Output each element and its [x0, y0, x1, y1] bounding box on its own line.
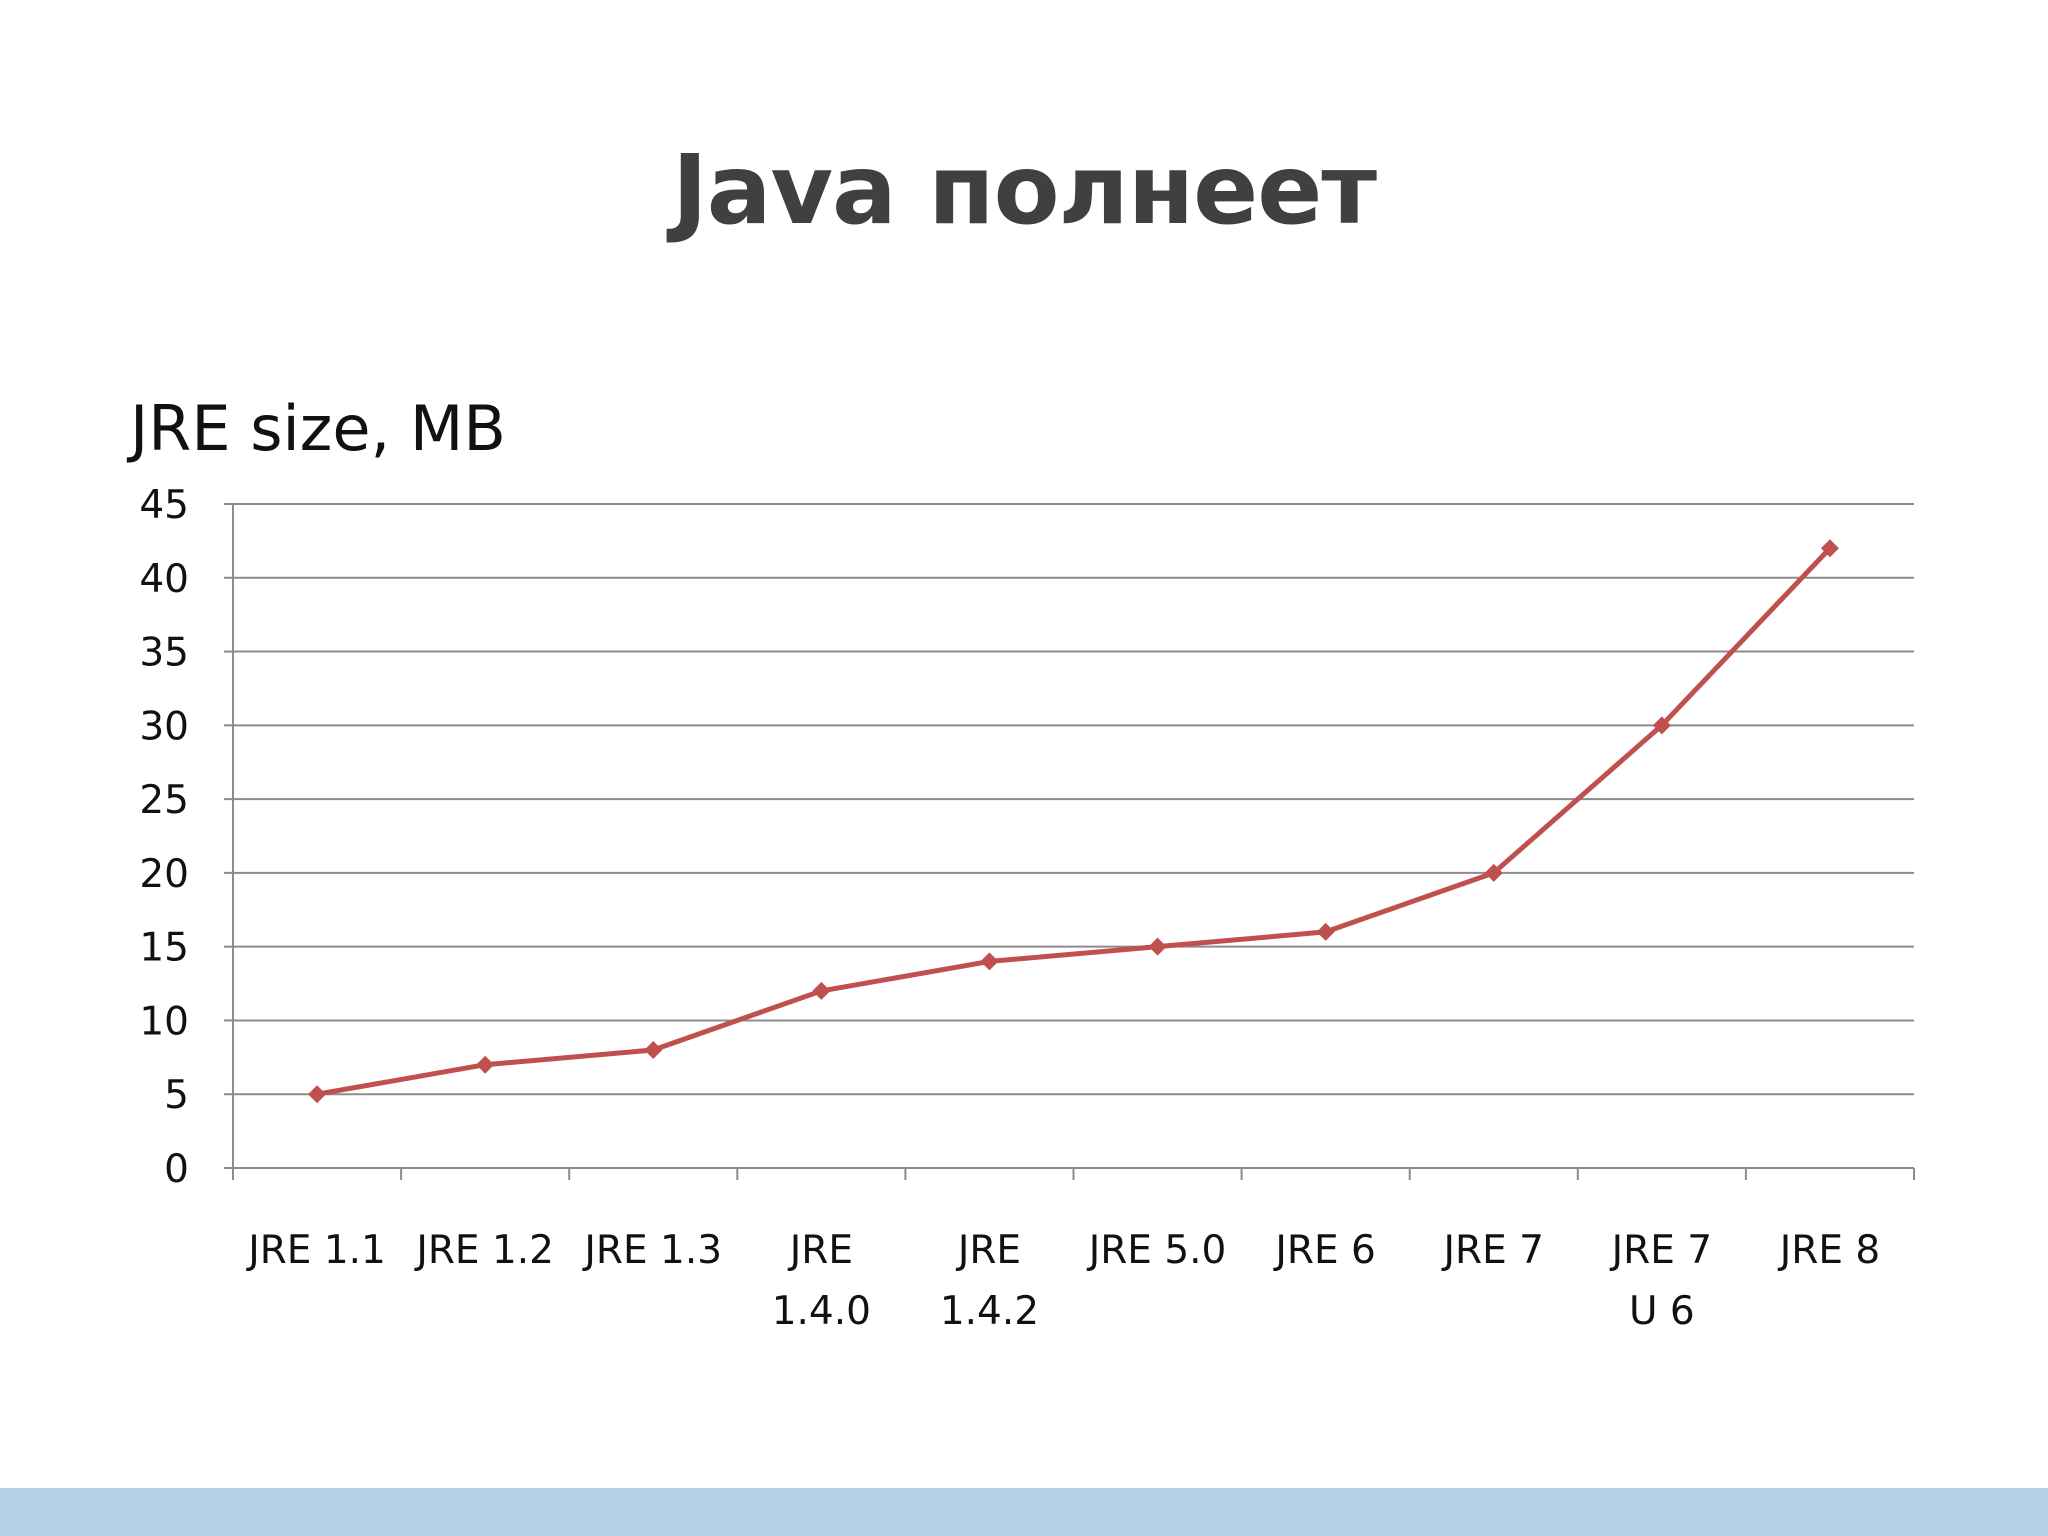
gridlines [233, 503, 1914, 1096]
x-tick-label: JRE 7 [1441, 1228, 1544, 1273]
x-tick-labels: JRE 1.1 JRE 1.2 JRE 1.3 JRE 1.4.0 JRE 1.4.2 JRE… [245, 1228, 1880, 1334]
axes [224, 503, 1915, 1180]
y-tick-label: 15 [139, 926, 189, 971]
x-tick-label: JRE 5.0 [1086, 1228, 1227, 1273]
footer-band [0, 1488, 2048, 1536]
data-point-marker [1820, 539, 1839, 558]
data-point-marker [1484, 863, 1503, 882]
y-tick-label: 45 [139, 483, 189, 528]
slide-title: Java полнеет [671, 134, 1377, 246]
x-tick-label: JRE 1.4.0 [772, 1228, 871, 1334]
data-point-marker [1652, 716, 1671, 735]
y-tick-label: 0 [164, 1147, 189, 1192]
y-tick-label: 5 [164, 1073, 189, 1118]
y-tick-labels: 0 5 10 15 20 25 30 35 40 45 [139, 483, 189, 1192]
x-tick-label: JRE 1.2 [413, 1228, 554, 1273]
x-tick-label: JRE 8 [1777, 1228, 1880, 1273]
y-tick-label: 30 [139, 704, 189, 749]
y-axis-title: JRE size, MB [126, 392, 506, 465]
series [308, 539, 1839, 1104]
x-tick-label: JRE 6 [1272, 1228, 1375, 1273]
data-point-marker [980, 952, 999, 971]
y-tick-label: 35 [139, 631, 189, 676]
data-point-marker [1148, 937, 1167, 956]
data-point-marker [1316, 922, 1335, 941]
x-tick-label: JRE 1.4.2 [940, 1228, 1039, 1334]
y-tick-label: 25 [139, 778, 189, 823]
x-tick-label: JRE 1.3 [581, 1228, 722, 1273]
data-point-marker [308, 1085, 327, 1104]
y-tick-label: 20 [139, 852, 189, 897]
y-tick-label: 10 [139, 999, 189, 1044]
x-tick-label: JRE 1.1 [245, 1228, 386, 1273]
data-point-marker [476, 1055, 495, 1074]
y-tick-label: 40 [139, 557, 189, 602]
data-point-marker [812, 981, 831, 1000]
data-point-marker [644, 1040, 663, 1059]
series-line [316, 546, 1832, 1097]
